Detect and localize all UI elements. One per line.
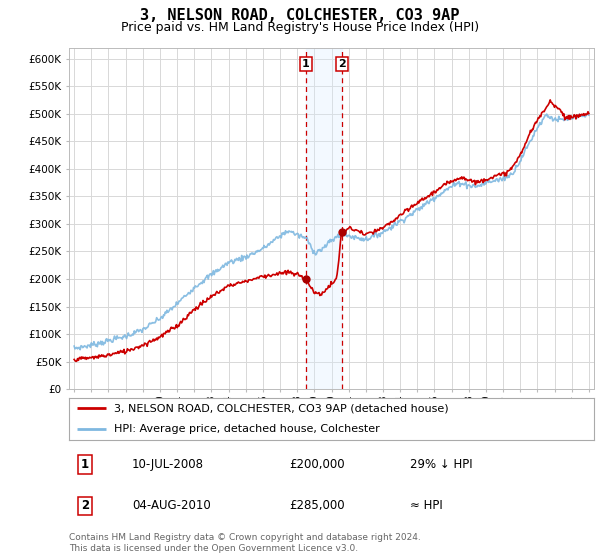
Text: 1: 1 (302, 59, 310, 69)
Text: HPI: Average price, detached house, Colchester: HPI: Average price, detached house, Colc… (113, 424, 379, 434)
Bar (306, 48, 341, 389)
Text: £285,000: £285,000 (290, 500, 345, 512)
Text: 04-AUG-2010: 04-AUG-2010 (132, 500, 211, 512)
Text: Price paid vs. HM Land Registry's House Price Index (HPI): Price paid vs. HM Land Registry's House … (121, 21, 479, 34)
Text: 2: 2 (338, 59, 346, 69)
Text: £200,000: £200,000 (290, 458, 345, 471)
Text: Contains HM Land Registry data © Crown copyright and database right 2024.
This d: Contains HM Land Registry data © Crown c… (69, 533, 421, 553)
Text: ≈ HPI: ≈ HPI (410, 500, 443, 512)
Text: 10-JUL-2008: 10-JUL-2008 (132, 458, 204, 471)
Text: 3, NELSON ROAD, COLCHESTER, CO3 9AP (detached house): 3, NELSON ROAD, COLCHESTER, CO3 9AP (det… (113, 403, 448, 413)
Text: 1: 1 (80, 458, 89, 471)
Text: 29% ↓ HPI: 29% ↓ HPI (410, 458, 473, 471)
Text: 2: 2 (80, 500, 89, 512)
Text: 3, NELSON ROAD, COLCHESTER, CO3 9AP: 3, NELSON ROAD, COLCHESTER, CO3 9AP (140, 8, 460, 24)
